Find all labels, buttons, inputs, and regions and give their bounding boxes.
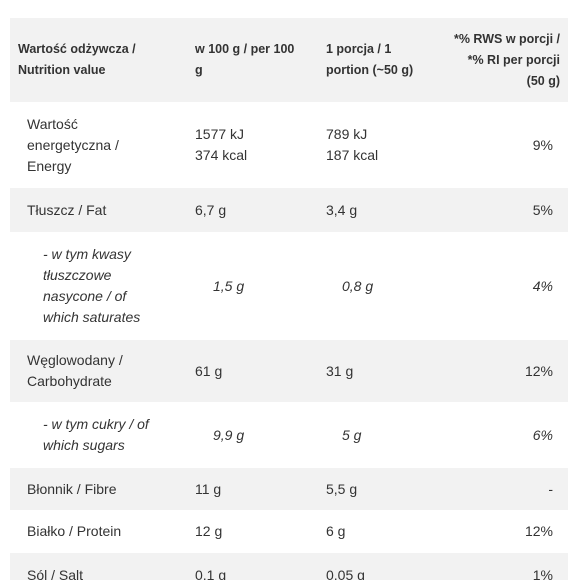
cell: Białko / Protein [27, 523, 122, 539]
header-line: (50 g) [526, 73, 560, 88]
cell-line: 1577 kJ [195, 126, 245, 142]
header-row: Wartość odżywcza / Nutrition value w 100… [10, 18, 568, 102]
cell: 6% [532, 426, 553, 443]
cell: 11 g [195, 480, 222, 497]
cell: Tłuszcz / Fat [27, 201, 107, 218]
cell: - w tym kwasy tłuszczowe nasycone / of w… [43, 246, 141, 325]
cell-line: 374 kcal [195, 147, 248, 163]
row: Tłuszcz / Fat 6,7 g 3,4 g 5% [10, 188, 568, 232]
cell: - w tym cukry / of which sugars [43, 416, 149, 453]
cell: 9% [532, 136, 553, 153]
cell: 61 g [195, 362, 223, 379]
cell: 4% [532, 277, 553, 294]
sub-row: - w tym kwasy tłuszczowe nasycone / of w… [10, 232, 568, 340]
cell: 1577 kJ 374 kcal [185, 102, 315, 188]
sub-row: - w tym cukry / of which sugars 9,9 g 5 … [10, 402, 568, 468]
nutrition-table: Wartość odżywcza / Nutrition value w 100… [10, 18, 568, 580]
cell: 9,9 g [213, 426, 245, 443]
cell: 5% [532, 201, 553, 218]
cell: 0,1 g [195, 566, 227, 580]
cell: 6,7 g [195, 201, 227, 218]
cell-line: 789 kJ [326, 126, 368, 142]
header-line: *% RI per porcji [467, 52, 560, 67]
cell: 0,8 g [342, 277, 374, 294]
cell: Węglowodany / Carbohydrate [27, 352, 123, 389]
header-cell: Wartość odżywcza / Nutrition value [18, 42, 136, 77]
cell: 12 g [195, 523, 223, 539]
cell: 3,4 g [326, 201, 358, 218]
cell: 12% [524, 523, 553, 539]
cell: 0,05 g [326, 566, 365, 580]
row: Sól / Salt 0,1 g 0,05 g 1% [10, 553, 568, 580]
row: Białko / Protein 12 g 6 g 12% [10, 510, 568, 553]
cell: 6 g [326, 523, 346, 539]
row: Wartość energetyczna / Energy 1577 kJ 374… [10, 102, 568, 188]
cell: 1% [532, 566, 553, 580]
cell: Błonnik / Fibre [27, 480, 117, 497]
cell: Wartość energetyczna / Energy [27, 115, 119, 174]
row: Węglowodany / Carbohydrate 61 g 31 g 12% [10, 340, 568, 402]
cell: 12% [524, 362, 553, 379]
cell: 1,5 g [213, 277, 245, 294]
header-cell: 1 porcja / 1 portion (~50 g) [326, 42, 414, 77]
header-line: *% RWS w porcji / [453, 31, 560, 46]
cell: 5,5 g [326, 480, 358, 497]
header-cell: *% RWS w porcji / *% RI per porcji (50 g… [440, 18, 568, 102]
row: Błonnik / Fibre 11 g 5,5 g - [10, 468, 568, 510]
cell: 31 g [326, 362, 354, 379]
cell-line: 187 kcal [326, 147, 379, 163]
cell: 5 g [342, 426, 362, 443]
cell: - [548, 480, 553, 497]
cell: 789 kJ 187 kcal [315, 102, 440, 188]
cell: Sól / Salt [27, 566, 84, 580]
header-cell: w 100 g / per 100 g [195, 42, 295, 77]
